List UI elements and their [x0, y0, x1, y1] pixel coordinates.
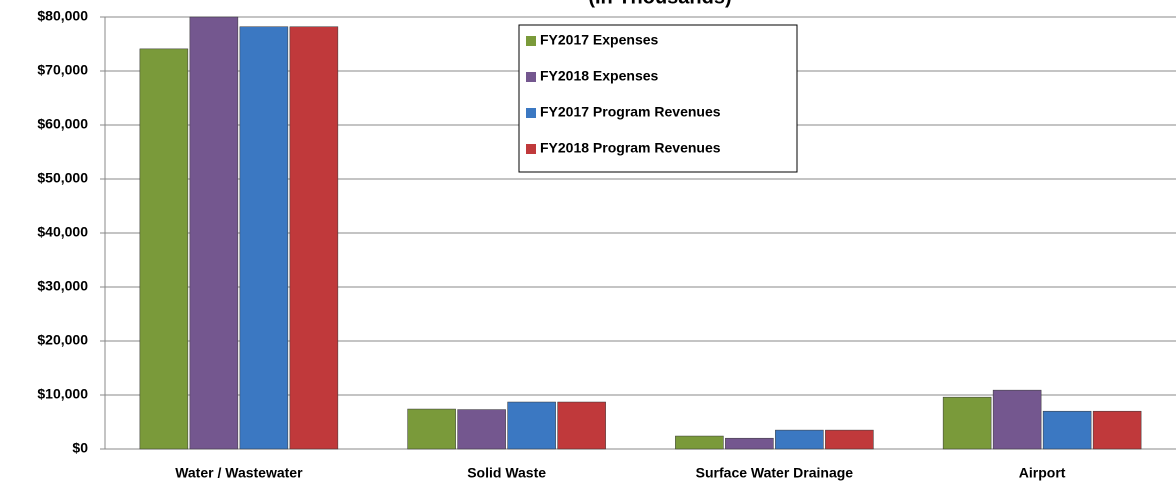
- chart-title: (In Thousands): [588, 0, 731, 8]
- y-tick-label: $70,000: [37, 62, 88, 78]
- legend-box: [518, 24, 798, 173]
- bar: [725, 437, 774, 450]
- bar: [942, 396, 992, 450]
- y-tick-label: $30,000: [37, 278, 88, 294]
- y-tick-label: $50,000: [37, 170, 88, 186]
- legend-swatch: [526, 72, 536, 82]
- y-tick-label: $80,000: [37, 8, 88, 24]
- bar: [189, 16, 239, 450]
- bar: [407, 408, 456, 450]
- bar: [557, 401, 606, 450]
- bar: [289, 26, 339, 450]
- y-tick-label: $0: [72, 440, 88, 456]
- x-tick-label: Surface Water Drainage: [696, 465, 854, 481]
- y-tick-label: $10,000: [37, 386, 88, 402]
- x-tick-label: Airport: [1019, 465, 1066, 481]
- legend-label: FY2018 Program Revenues: [540, 140, 721, 156]
- bar: [457, 409, 506, 450]
- legend-label: FY2017 Program Revenues: [540, 104, 721, 120]
- legend-swatch: [526, 108, 536, 118]
- bar: [825, 429, 874, 450]
- bar: [239, 26, 289, 450]
- legend-swatch: [526, 144, 536, 154]
- bar: [507, 401, 556, 450]
- legend-label: FY2017 Expenses: [540, 32, 659, 48]
- x-tick-label: Water / Wastewater: [175, 465, 303, 481]
- legend-swatch: [526, 36, 536, 46]
- bar: [992, 389, 1042, 450]
- bar: [139, 48, 189, 450]
- y-tick-label: $20,000: [37, 332, 88, 348]
- legend-label: FY2018 Expenses: [540, 68, 659, 84]
- bar: [1092, 410, 1142, 450]
- y-tick-label: $60,000: [37, 116, 88, 132]
- x-tick-label: Solid Waste: [467, 465, 546, 481]
- bar: [775, 429, 824, 450]
- bar: [1042, 410, 1092, 450]
- y-tick-label: $40,000: [37, 224, 88, 240]
- bar: [675, 435, 724, 450]
